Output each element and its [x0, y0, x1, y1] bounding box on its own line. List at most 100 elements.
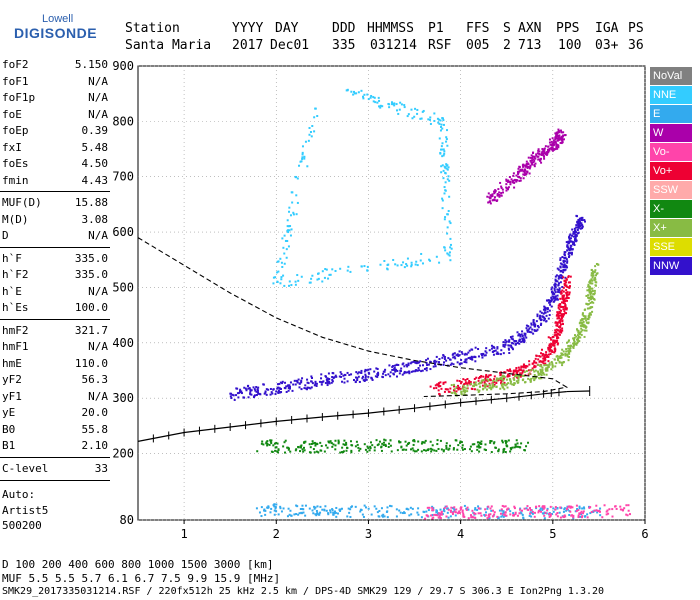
echo-point-x — [586, 303, 589, 306]
echo-point-vo — [564, 305, 567, 308]
echo-point-x — [287, 448, 290, 451]
echo-point-nne — [416, 264, 419, 267]
echo-point-x — [426, 448, 429, 451]
echo-point-x — [494, 446, 497, 449]
echo-point-x — [424, 449, 427, 452]
echo-point-vo — [489, 507, 492, 510]
echo-point-x — [591, 270, 594, 273]
echo-point-nne — [448, 179, 451, 182]
echo-point-nnw — [253, 394, 256, 397]
parameter-name: D — [2, 229, 9, 242]
echo-point-e — [260, 506, 263, 509]
echo-point-nnw — [557, 277, 560, 280]
echo-point-vo — [548, 350, 551, 353]
echo-point-vo — [451, 513, 454, 516]
echo-point-e — [579, 515, 582, 518]
echo-point-nnw — [563, 260, 566, 263]
echo-point-x — [358, 449, 361, 452]
echo-point-nnw — [559, 274, 562, 277]
echo-point-vo — [545, 351, 548, 354]
echo-point-e — [333, 512, 336, 515]
echo-point-nnw — [452, 363, 455, 366]
echo-point-nnw — [327, 380, 330, 383]
echo-point-nnw — [562, 268, 565, 271]
echo-point-nnw — [511, 341, 514, 344]
echo-point-vo — [521, 365, 524, 368]
echo-point-nnw — [556, 297, 559, 300]
echo-point-vo — [466, 387, 469, 390]
echo-point-x — [578, 322, 581, 325]
echo-point-w — [540, 152, 543, 155]
echo-point-vo — [595, 509, 598, 512]
echo-point-nne — [406, 257, 409, 260]
echo-point-e — [431, 514, 434, 517]
echo-point-nnw — [502, 341, 505, 344]
parameter-row: foE N/A — [2, 108, 108, 124]
echo-point-x — [462, 390, 465, 393]
echo-point-w — [509, 181, 512, 184]
echo-point-w — [556, 139, 559, 142]
echo-point-w — [563, 134, 566, 137]
parameter-name: h`E — [2, 284, 22, 298]
echo-point-x — [585, 294, 588, 297]
electron-density-profile — [137, 391, 567, 442]
echo-point-x — [509, 379, 512, 382]
echo-point-x — [479, 385, 482, 388]
echo-point-nnw — [418, 369, 421, 372]
echo-point-vo — [496, 515, 499, 518]
echo-point-x — [511, 446, 514, 449]
echo-point-nne — [304, 140, 307, 143]
echo-point-w — [523, 174, 526, 177]
echo-point-vo — [440, 513, 443, 516]
echo-point-vo — [477, 377, 480, 380]
echo-point-e — [395, 508, 398, 511]
echo-point-x — [489, 440, 492, 443]
echo-point-nne — [402, 261, 405, 264]
echo-point-vo — [621, 509, 624, 512]
echo-point-vo — [571, 506, 574, 509]
echo-point-x — [504, 441, 507, 444]
echo-point-nnw — [512, 342, 515, 345]
echo-point-nnw — [407, 370, 410, 373]
echo-point-w — [546, 151, 549, 154]
echo-point-x — [460, 391, 463, 394]
echo-point-nnw — [557, 268, 560, 271]
echo-point-x — [544, 368, 547, 371]
parameter-value: 321.7 — [74, 323, 108, 337]
echo-point-nnw — [391, 368, 394, 371]
echo-point-x — [273, 442, 276, 445]
echo-point-vo — [564, 307, 567, 310]
echo-point-nnw — [471, 358, 474, 361]
echo-point-nnw — [340, 372, 343, 375]
echo-point-w — [529, 159, 532, 162]
echo-point-nne — [444, 249, 447, 252]
echo-point-nne — [369, 96, 372, 99]
echo-point-e — [304, 504, 307, 507]
echo-point-e — [431, 505, 434, 508]
echo-point-nnw — [548, 309, 551, 312]
echo-point-vo — [562, 286, 565, 289]
echo-point-x — [356, 443, 359, 446]
echo-point-vo — [547, 353, 550, 356]
echo-point-nne — [411, 117, 414, 120]
echo-point-nnw — [561, 275, 564, 278]
echo-point-w — [530, 154, 533, 157]
echo-point-vo — [555, 314, 558, 317]
echo-point-nnw — [571, 240, 574, 243]
echo-point-vo — [554, 506, 557, 509]
echo-point-nnw — [580, 222, 583, 225]
echo-point-nnw — [563, 251, 566, 254]
echo-point-nnw — [348, 373, 351, 376]
echo-point-nne — [416, 112, 419, 115]
echo-point-nnw — [231, 393, 234, 396]
echo-point-x — [511, 383, 514, 386]
echo-point-nnw — [410, 370, 413, 373]
echo-point-x — [407, 442, 410, 445]
echo-point-nnw — [493, 350, 496, 353]
echo-point-vo — [511, 373, 514, 376]
echo-point-vo — [568, 505, 571, 508]
echo-point-vo — [581, 516, 584, 519]
echo-point-vo — [543, 505, 546, 508]
echo-point-nnw — [297, 378, 300, 381]
echo-point-nne — [403, 266, 406, 269]
